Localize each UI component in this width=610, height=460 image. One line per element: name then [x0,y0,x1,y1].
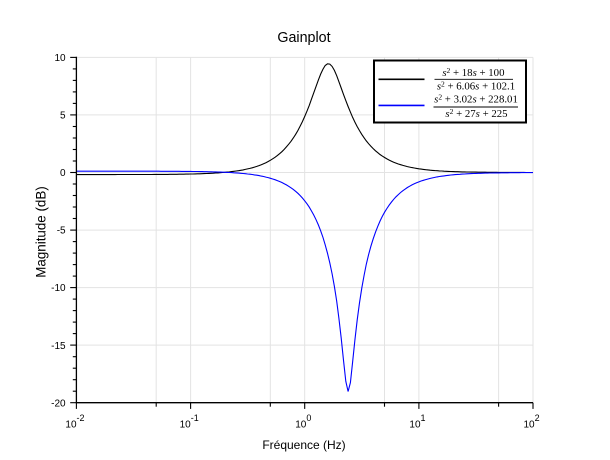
svg-text:0: 0 [60,168,66,179]
svg-text:s2 + 18s + 100: s2 + 18s + 100 [442,65,504,79]
svg-text:-20: -20 [51,398,66,409]
svg-text:Fréquence (Hz): Fréquence (Hz) [262,438,345,452]
svg-text:-15: -15 [51,341,66,352]
svg-text:-5: -5 [57,226,66,237]
svg-text:Gainplot: Gainplot [277,30,330,46]
svg-text:10: 10 [54,53,66,64]
svg-text:5: 5 [60,111,66,122]
svg-text:s2 + 27s + 225: s2 + 27s + 225 [445,107,507,121]
svg-text:s2 + 6.06s + 102.1: s2 + 6.06s + 102.1 [437,79,515,93]
svg-text:Magnitude (dB): Magnitude (dB) [34,186,49,278]
svg-text:s2 + 3.02s + 228.01: s2 + 3.02s + 228.01 [434,92,518,106]
svg-text:-10: -10 [51,283,66,294]
